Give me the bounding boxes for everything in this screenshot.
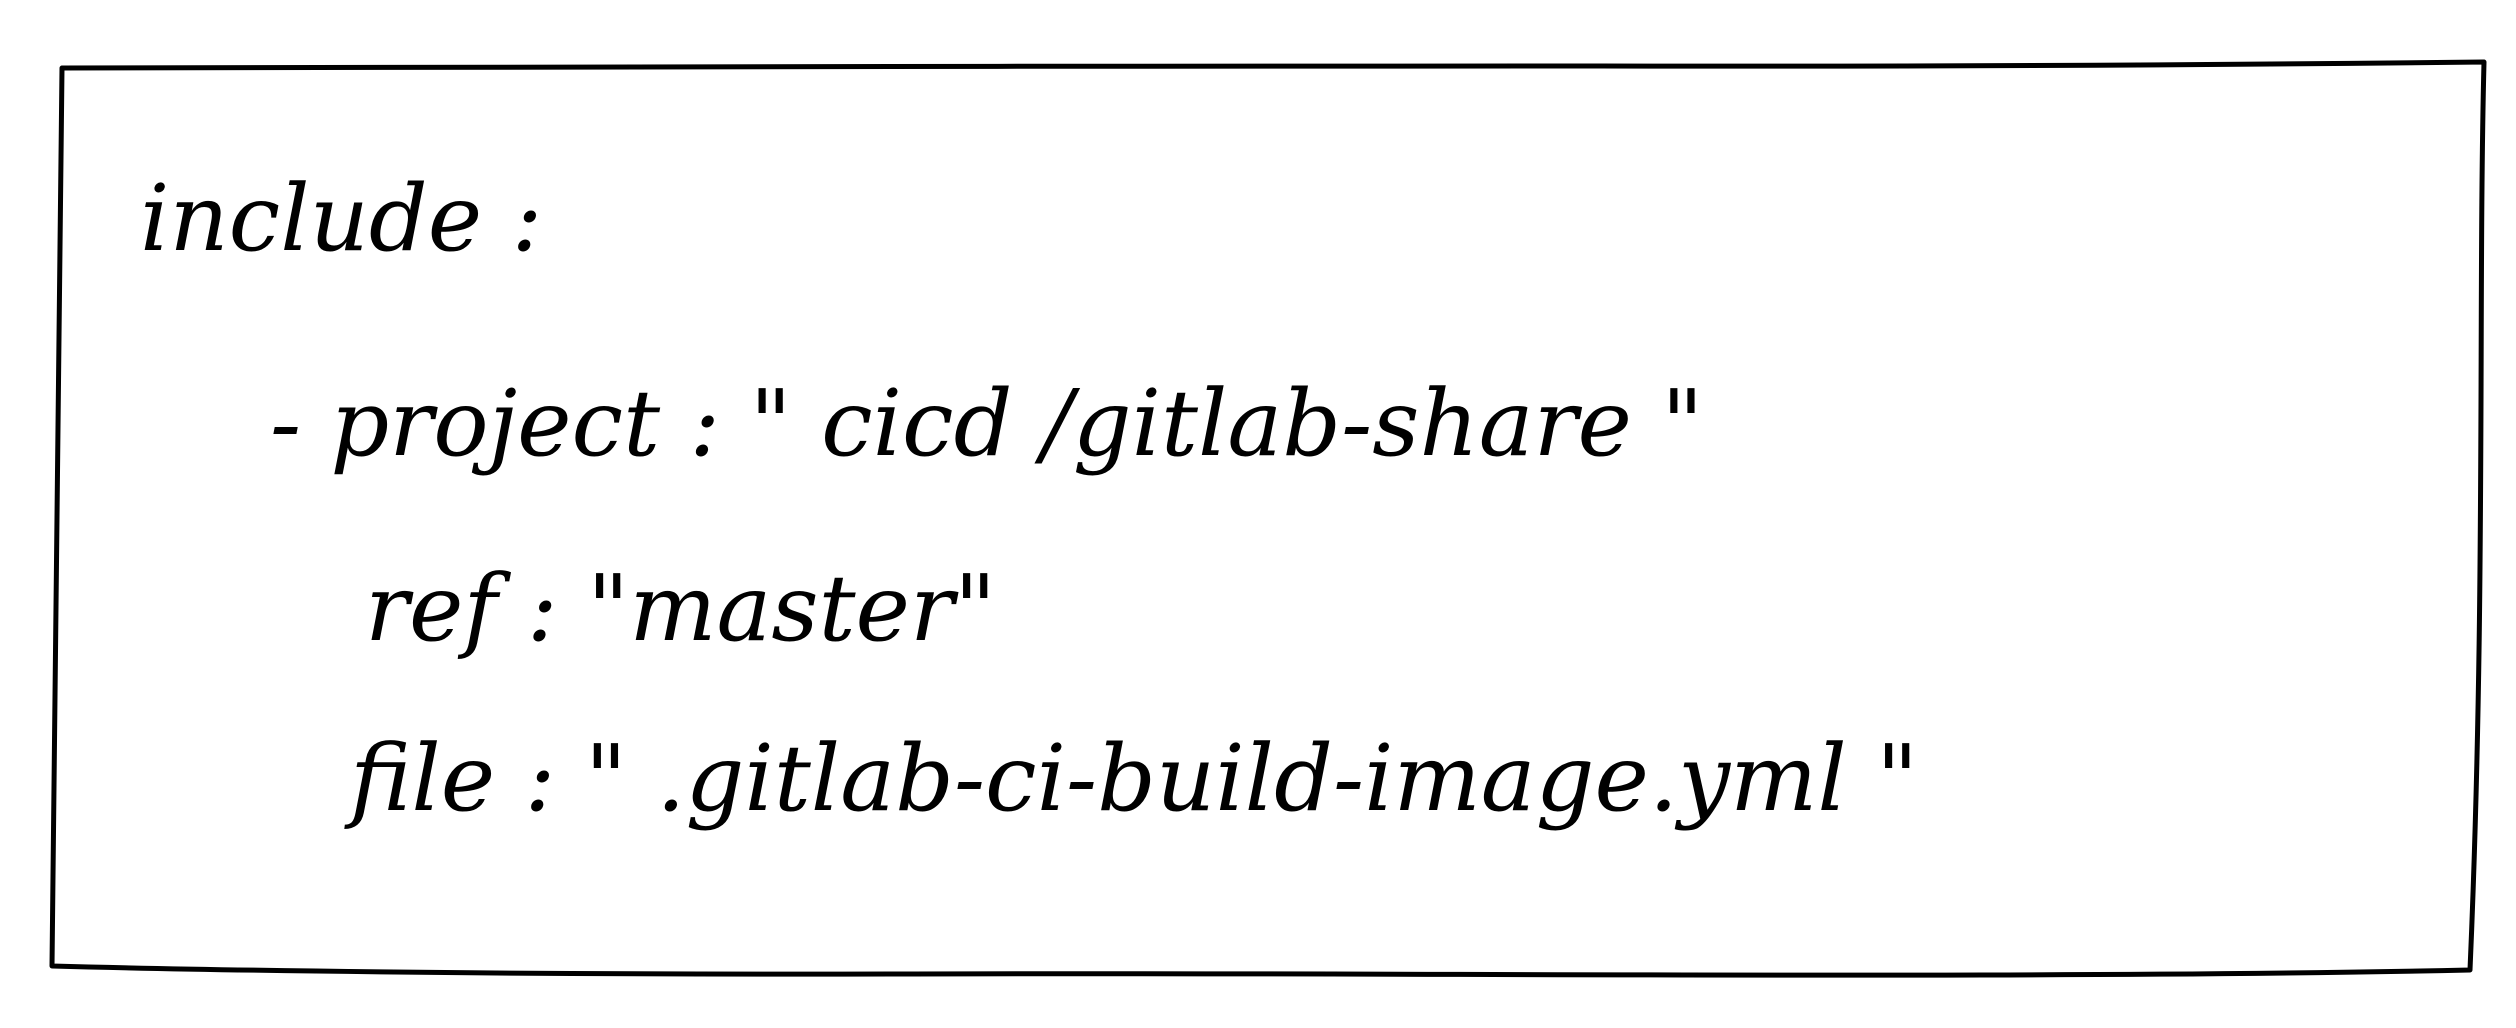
- sketch-box-border: [49, 59, 2487, 978]
- code-line-file: file : " .gitlab-ci-build-image.yml ": [344, 725, 1918, 832]
- code-line-ref: ref : "master": [365, 555, 996, 662]
- code-line-include: include :: [140, 165, 542, 272]
- code-line-project: - project : " cicd /gitlab-share ": [270, 370, 1704, 477]
